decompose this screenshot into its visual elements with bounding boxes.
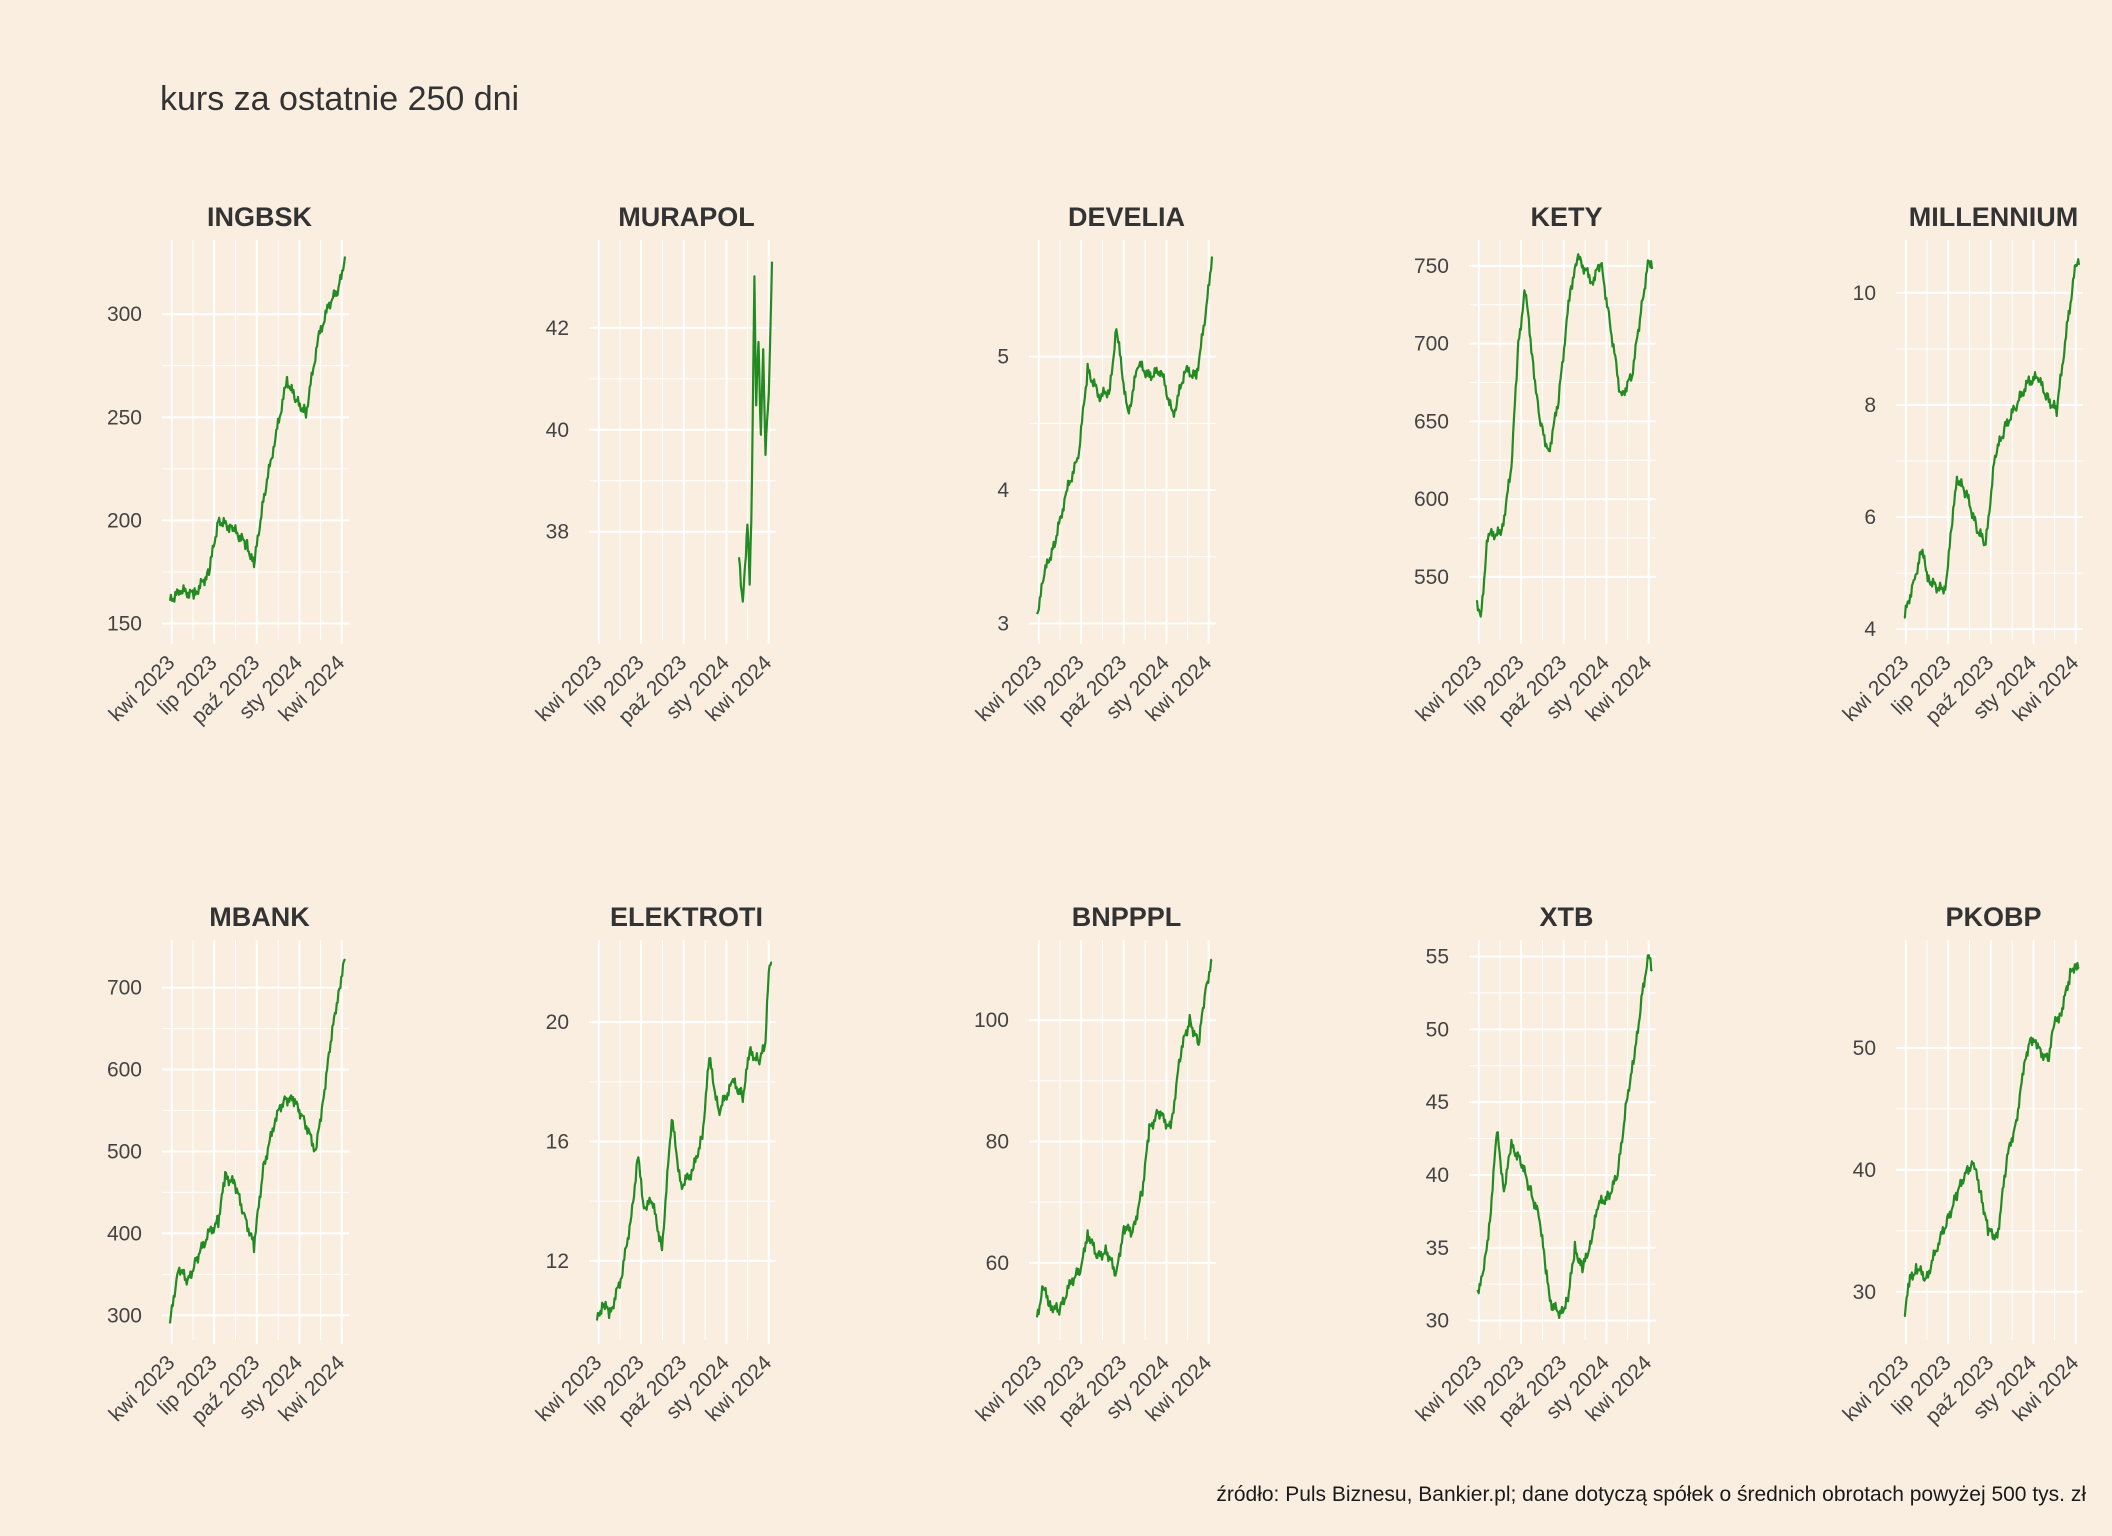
y-tick-label: 38 — [546, 521, 569, 544]
y-tick-label: 4 — [997, 479, 1009, 502]
y-tick-label: 10 — [1853, 282, 1876, 305]
panel-title: PKOBP — [1945, 902, 2041, 932]
panel-title: MURAPOL — [618, 202, 755, 232]
y-tick-label: 250 — [107, 406, 142, 429]
y-tick-label: 40 — [1853, 1159, 1876, 1182]
price-line-bnpppl — [1035, 958, 1213, 1318]
y-tick-label: 16 — [546, 1130, 569, 1153]
panel-title: MILLENNIUM — [1909, 202, 2078, 232]
y-tick-label: 50 — [1426, 1018, 1449, 1041]
y-tick-label: 30 — [1853, 1281, 1876, 1304]
y-tick-label: 5 — [997, 346, 1009, 369]
price-line-develia — [1035, 256, 1214, 615]
panel-title: MBANK — [209, 902, 310, 932]
y-tick-label: 30 — [1426, 1310, 1449, 1333]
panel-title: ELEKTROTI — [610, 902, 763, 932]
y-tick-label: 150 — [107, 612, 142, 635]
price-line-xtb — [1476, 954, 1653, 1320]
y-tick-label: 35 — [1426, 1237, 1449, 1260]
y-tick-label: 50 — [1853, 1037, 1876, 1060]
y-tick-label: 3 — [997, 612, 1009, 635]
y-tick-label: 600 — [107, 1059, 142, 1082]
y-tick-label: 45 — [1426, 1091, 1449, 1114]
y-tick-label: 4 — [1864, 618, 1876, 641]
price-line-murapol — [737, 261, 774, 603]
price-line-pkobp — [1903, 961, 2080, 1318]
price-line-mbank — [168, 958, 346, 1324]
price-line-kety — [1475, 253, 1654, 618]
y-tick-label: 500 — [107, 1140, 142, 1163]
y-tick-label: 700 — [107, 977, 142, 1000]
price-line-elektroti — [595, 961, 773, 1321]
y-tick-label: 600 — [1414, 488, 1449, 511]
y-tick-label: 650 — [1414, 410, 1449, 433]
panel-title: KETY — [1530, 202, 1602, 232]
y-tick-label: 300 — [107, 303, 142, 326]
y-tick-label: 700 — [1414, 333, 1449, 356]
price-line-ingbsk — [168, 256, 347, 603]
y-tick-label: 300 — [107, 1304, 142, 1327]
page-title: kurs za ostatnie 250 dni — [160, 80, 520, 118]
panel-title: BNPPPL — [1072, 902, 1182, 932]
y-tick-label: 100 — [974, 1009, 1009, 1032]
y-tick-label: 55 — [1426, 946, 1449, 969]
y-tick-label: 550 — [1414, 566, 1449, 589]
y-tick-label: 80 — [986, 1131, 1009, 1154]
y-tick-label: 400 — [107, 1222, 142, 1245]
y-tick-label: 40 — [1426, 1164, 1449, 1187]
y-tick-label: 60 — [986, 1252, 1009, 1275]
y-tick-label: 8 — [1864, 394, 1876, 417]
panel-title: INGBSK — [207, 202, 313, 232]
y-tick-label: 40 — [546, 419, 569, 442]
y-tick-label: 42 — [546, 317, 569, 340]
panel-title: DEVELIA — [1068, 202, 1185, 232]
y-tick-label: 12 — [546, 1250, 569, 1273]
panel-title: XTB — [1540, 902, 1594, 932]
y-tick-label: 750 — [1414, 255, 1449, 278]
y-tick-label: 20 — [546, 1011, 569, 1034]
source-caption: źródło: Puls Biznesu, Bankier.pl; dane d… — [1216, 1483, 2086, 1506]
y-tick-label: 6 — [1864, 506, 1876, 529]
price-line-millennium — [1903, 258, 2081, 619]
y-tick-label: 200 — [107, 509, 142, 532]
